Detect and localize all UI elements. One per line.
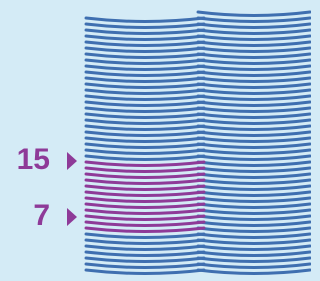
label: 7 bbox=[33, 199, 50, 232]
page: 15 7 (() => { const data = JSON.parse(do… bbox=[0, 0, 311, 281]
label: 15 bbox=[17, 143, 50, 176]
coin-stacks-illustration: 15 7 bbox=[0, 0, 311, 281]
